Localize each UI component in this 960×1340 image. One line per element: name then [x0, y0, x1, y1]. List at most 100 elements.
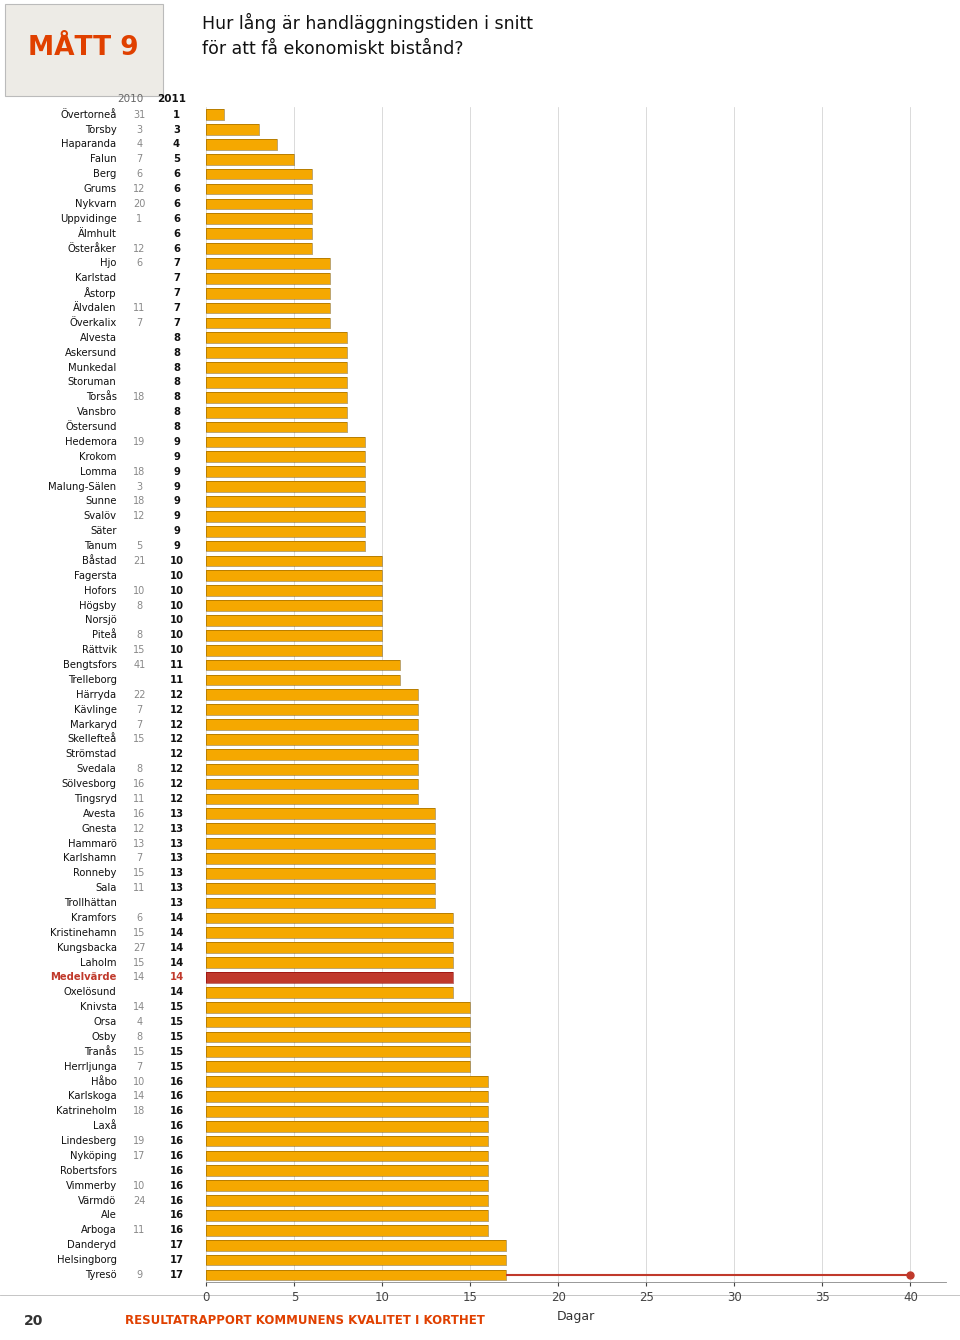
Bar: [206, 1254, 506, 1265]
Text: 10: 10: [170, 586, 183, 596]
Bar: [206, 481, 365, 492]
Text: Östersund: Östersund: [65, 422, 116, 431]
Text: 18: 18: [133, 393, 146, 402]
Bar: [206, 288, 329, 299]
Bar: [206, 1002, 470, 1013]
Text: 6: 6: [173, 169, 180, 180]
Bar: [206, 1210, 488, 1221]
Bar: [206, 1195, 488, 1206]
Text: Österåker: Österåker: [68, 244, 116, 253]
Text: 16: 16: [169, 1166, 183, 1175]
Bar: [206, 466, 365, 477]
Text: 10: 10: [170, 615, 183, 626]
Text: 15: 15: [133, 645, 146, 655]
Bar: [206, 972, 453, 982]
Text: 18: 18: [133, 496, 146, 507]
Text: Nykvarn: Nykvarn: [75, 198, 116, 209]
Bar: [206, 407, 348, 418]
Text: 11: 11: [169, 675, 183, 685]
Bar: [206, 957, 453, 967]
Bar: [206, 511, 365, 521]
Bar: [206, 586, 382, 596]
Bar: [206, 823, 435, 833]
Text: 12: 12: [133, 184, 146, 194]
Text: 6: 6: [136, 169, 142, 180]
Text: 4: 4: [136, 1017, 142, 1026]
Text: Hjo: Hjo: [100, 259, 116, 268]
Text: 17: 17: [133, 1151, 146, 1160]
Text: Tanum: Tanum: [84, 541, 116, 551]
Text: 16: 16: [169, 1076, 183, 1087]
Text: 10: 10: [170, 571, 183, 580]
Bar: [206, 213, 312, 224]
Bar: [206, 645, 382, 655]
Bar: [206, 645, 382, 655]
Bar: [206, 705, 418, 716]
Text: 13: 13: [133, 839, 146, 848]
Text: Alvesta: Alvesta: [80, 332, 116, 343]
Bar: [206, 1269, 506, 1280]
Text: 5: 5: [173, 154, 180, 165]
Text: Hammarö: Hammarö: [68, 839, 116, 848]
Bar: [206, 198, 312, 209]
Bar: [206, 1136, 488, 1147]
Text: Vansbro: Vansbro: [77, 407, 116, 417]
Bar: [206, 243, 312, 253]
Text: 13: 13: [170, 809, 183, 819]
Bar: [206, 1240, 506, 1250]
Bar: [206, 868, 435, 879]
Text: 17: 17: [170, 1256, 183, 1265]
Bar: [206, 571, 382, 582]
Bar: [206, 466, 365, 477]
Text: 6: 6: [136, 259, 142, 268]
Bar: [206, 779, 418, 789]
Text: 12: 12: [170, 720, 183, 729]
Text: 6: 6: [173, 198, 180, 209]
Text: Kungsbacka: Kungsbacka: [57, 942, 116, 953]
Bar: [206, 556, 382, 567]
Text: 15: 15: [133, 927, 146, 938]
Text: 21: 21: [133, 556, 146, 565]
Text: Högsby: Högsby: [80, 600, 116, 611]
Bar: [206, 362, 348, 373]
Bar: [206, 1166, 488, 1177]
Bar: [206, 988, 453, 998]
Bar: [206, 779, 418, 789]
Text: Katrineholm: Katrineholm: [56, 1107, 116, 1116]
Text: 12: 12: [170, 764, 183, 775]
Text: Torsås: Torsås: [85, 393, 116, 402]
Bar: [206, 259, 329, 269]
Text: 4: 4: [173, 139, 180, 149]
Text: Helsingborg: Helsingborg: [57, 1256, 116, 1265]
Bar: [206, 1061, 470, 1072]
Bar: [206, 1195, 488, 1206]
Text: Piteå: Piteå: [92, 630, 116, 641]
Text: Trollhättan: Trollhättan: [63, 898, 116, 909]
Bar: [206, 764, 418, 775]
Text: 19: 19: [133, 437, 146, 448]
Bar: [206, 839, 435, 850]
Text: 7: 7: [136, 705, 142, 714]
Text: 11: 11: [169, 661, 183, 670]
Text: 8: 8: [136, 630, 142, 641]
Bar: [206, 391, 348, 402]
Text: 18: 18: [133, 1107, 146, 1116]
Text: Strömstad: Strömstad: [65, 749, 116, 760]
Text: Härryda: Härryda: [77, 690, 116, 699]
Bar: [206, 630, 382, 641]
Text: Danderyd: Danderyd: [67, 1241, 116, 1250]
Bar: [206, 496, 365, 507]
Text: Arboga: Arboga: [81, 1225, 116, 1235]
Bar: [206, 1166, 488, 1177]
Text: 16: 16: [169, 1225, 183, 1235]
Text: 2010: 2010: [117, 94, 143, 103]
Bar: [206, 1254, 506, 1265]
Text: 8: 8: [173, 363, 180, 373]
Bar: [206, 674, 400, 685]
Text: Säter: Säter: [90, 527, 116, 536]
Bar: [206, 110, 224, 121]
Bar: [206, 139, 276, 150]
Text: Trelleborg: Trelleborg: [67, 675, 116, 685]
Text: 12: 12: [133, 512, 146, 521]
Text: 6: 6: [173, 184, 180, 194]
